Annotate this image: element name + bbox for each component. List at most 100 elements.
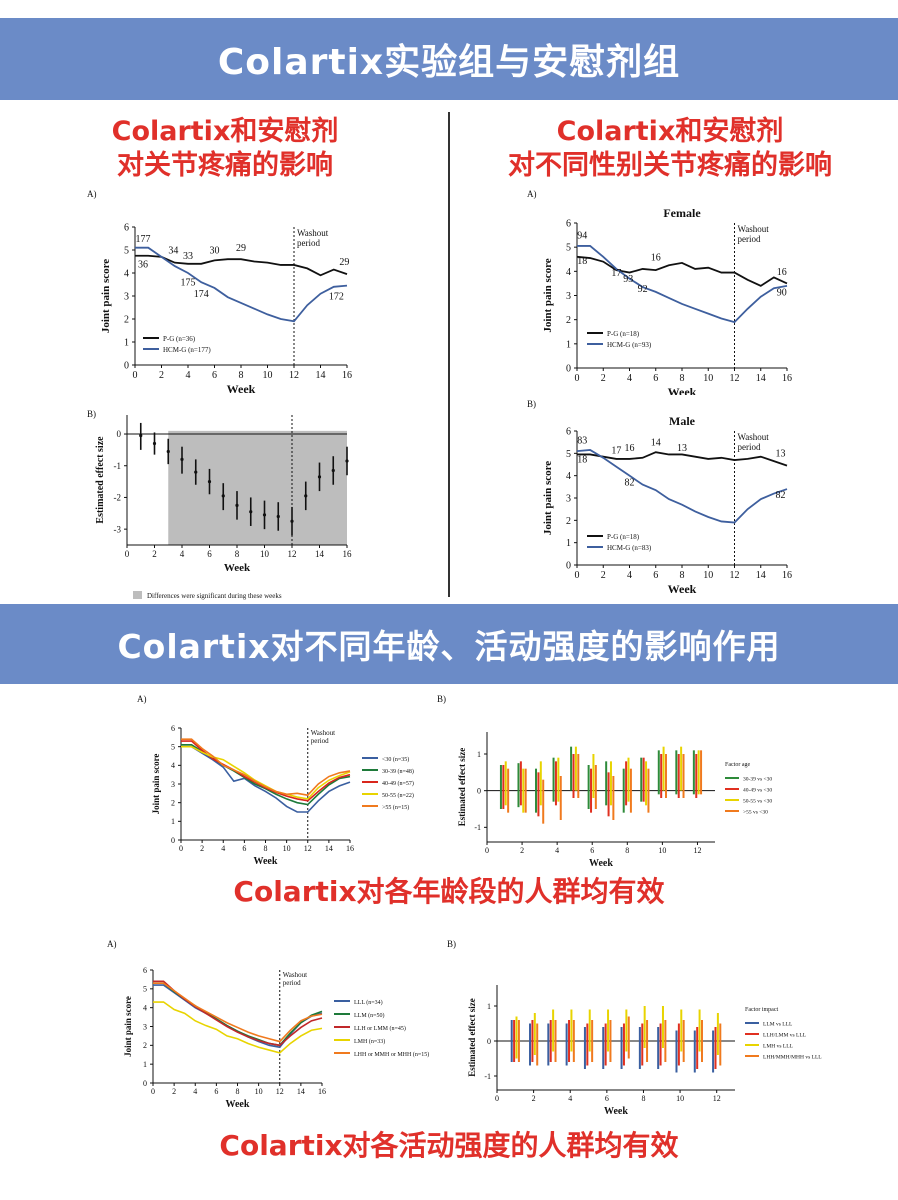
estimate-point — [249, 510, 253, 514]
y-tick-label: 3 — [566, 494, 571, 505]
data-label: 174 — [194, 289, 209, 300]
x-tick-label: 4 — [186, 370, 191, 381]
top-banner: Colartix实验组与安慰剂组 — [0, 18, 898, 100]
x-tick-label: 4 — [180, 549, 185, 559]
y-tick-label: -3 — [114, 524, 122, 534]
data-label: 36 — [138, 259, 148, 270]
data-label: 30 — [210, 245, 220, 256]
estimate-point — [139, 434, 143, 438]
estimate-point — [166, 449, 170, 454]
y-tick-label: 2 — [143, 1041, 147, 1050]
x-axis-title: Week — [226, 1099, 250, 1110]
activity-caption: Colartix对各活动强度的人群均有效 — [219, 1129, 679, 1162]
y-tick-label: 6 — [143, 966, 147, 975]
y-tick-label: 3 — [566, 291, 571, 302]
estimate-point — [152, 441, 157, 446]
data-label: 33 — [183, 251, 193, 262]
panel-label: B) — [87, 409, 96, 419]
y-tick-label: 1 — [487, 1002, 491, 1011]
y-tick-label: 0 — [477, 786, 481, 795]
x-tick-label: 6 — [653, 373, 658, 384]
legend-label: LLH/LMM vs LLL — [763, 1033, 807, 1039]
washout-label: period — [283, 979, 301, 987]
x-tick-label: 0 — [495, 1094, 499, 1103]
y-tick-label: 4 — [566, 267, 571, 278]
x-tick-label: 8 — [235, 549, 240, 559]
x-tick-label: 12 — [693, 846, 701, 855]
y-axis-title: Joint pain score — [100, 259, 112, 333]
y-tick-label: -1 — [484, 1072, 491, 1081]
x-tick-label: 2 — [152, 549, 157, 559]
y-tick-label: -1 — [474, 823, 481, 832]
y-tick-label: 0 — [566, 364, 571, 375]
x-tick-label: 16 — [342, 370, 352, 381]
x-tick-label: 12 — [276, 1087, 284, 1096]
panel-label: A) — [527, 189, 537, 199]
x-tick-label: 12 — [730, 373, 740, 384]
x-tick-label: 16 — [782, 570, 792, 581]
data-label: 93 — [623, 274, 633, 285]
y-tick-label: 0 — [487, 1037, 491, 1046]
x-tick-label: 12 — [713, 1094, 721, 1103]
data-label: 14 — [651, 438, 661, 449]
estimate-point — [317, 475, 322, 479]
y-tick-label: 6 — [566, 219, 571, 230]
y-tick-label: 0 — [117, 429, 122, 439]
x-tick-label: 4 — [627, 373, 632, 384]
x-tick-label: 10 — [676, 1094, 684, 1103]
x-tick-label: 14 — [315, 549, 325, 559]
x-tick-label: 14 — [297, 1087, 305, 1096]
series-line — [181, 745, 351, 813]
x-tick-label: 10 — [658, 846, 666, 855]
legend-label: LLM vs LLL — [763, 1022, 793, 1028]
y-axis-title: Joint pain score — [123, 996, 133, 1057]
legend-label: Differences were significant during thes… — [147, 592, 282, 600]
chart-title: Male — [669, 414, 696, 428]
activity-effect-chart: 0 2 4 6 8 10 12 -1 0 1 Week Estimated effect size B)… — [447, 939, 822, 1117]
legend-label: HCM-G (n=93) — [607, 341, 652, 349]
age-caption: Colartix对各年龄段的人群均有效 — [233, 875, 665, 908]
x-tick-label: 2 — [601, 373, 606, 384]
y-tick-label: 5 — [171, 742, 175, 751]
series-line — [181, 745, 351, 800]
y-tick-label: 6 — [566, 427, 571, 438]
data-label: 82 — [625, 478, 635, 489]
series-line — [577, 451, 788, 467]
legend-label: >55 (n=15) — [382, 804, 409, 811]
x-tick-label: 14 — [316, 370, 326, 381]
x-tick-label: 0 — [485, 846, 489, 855]
x-axis-title: Week — [604, 1106, 628, 1117]
series-line — [153, 982, 323, 1047]
washout-label: period — [738, 234, 761, 244]
estimate-point — [276, 514, 280, 519]
x-tick-label: 14 — [325, 844, 333, 853]
x-tick-label: 10 — [703, 570, 713, 581]
washout-label: Washout — [738, 224, 770, 234]
data-label: 29 — [236, 243, 246, 254]
top-banner-title: Colartix实验组与安慰剂组 — [217, 42, 681, 83]
data-label: 18 — [577, 454, 587, 465]
estimate-point — [331, 468, 335, 473]
x-tick-label: 2 — [159, 370, 164, 381]
data-label: 13 — [677, 443, 687, 454]
legend-label: 30-39 (n=48) — [382, 768, 414, 775]
data-label: 175 — [181, 278, 196, 289]
y-tick-label: 5 — [143, 985, 147, 994]
series-line — [153, 1001, 323, 1054]
middle-banner: Colartix对不同年龄、活动强度的影响作用 — [0, 604, 898, 684]
y-axis-title: Estimated effect size — [457, 748, 467, 826]
legend-label: <30 (n=35) — [382, 756, 409, 763]
y-tick-label: 4 — [143, 1003, 147, 1012]
estimate-point — [235, 503, 239, 507]
legend-title: Factor impact — [745, 1007, 778, 1013]
x-tick-label: 12 — [289, 370, 299, 381]
x-tick-label: 16 — [318, 1087, 326, 1096]
x-tick-label: 4 — [555, 846, 559, 855]
series-line — [181, 738, 351, 797]
legend-label: LLL (n=34) — [354, 999, 383, 1006]
data-label: 17 — [611, 268, 621, 279]
x-tick-label: 6 — [653, 570, 658, 581]
age-effect-chart: 0 2 4 6 8 10 12 -1 0 1 Week Estimated effect size B)… — [437, 694, 772, 869]
y-tick-label: 6 — [124, 223, 129, 234]
